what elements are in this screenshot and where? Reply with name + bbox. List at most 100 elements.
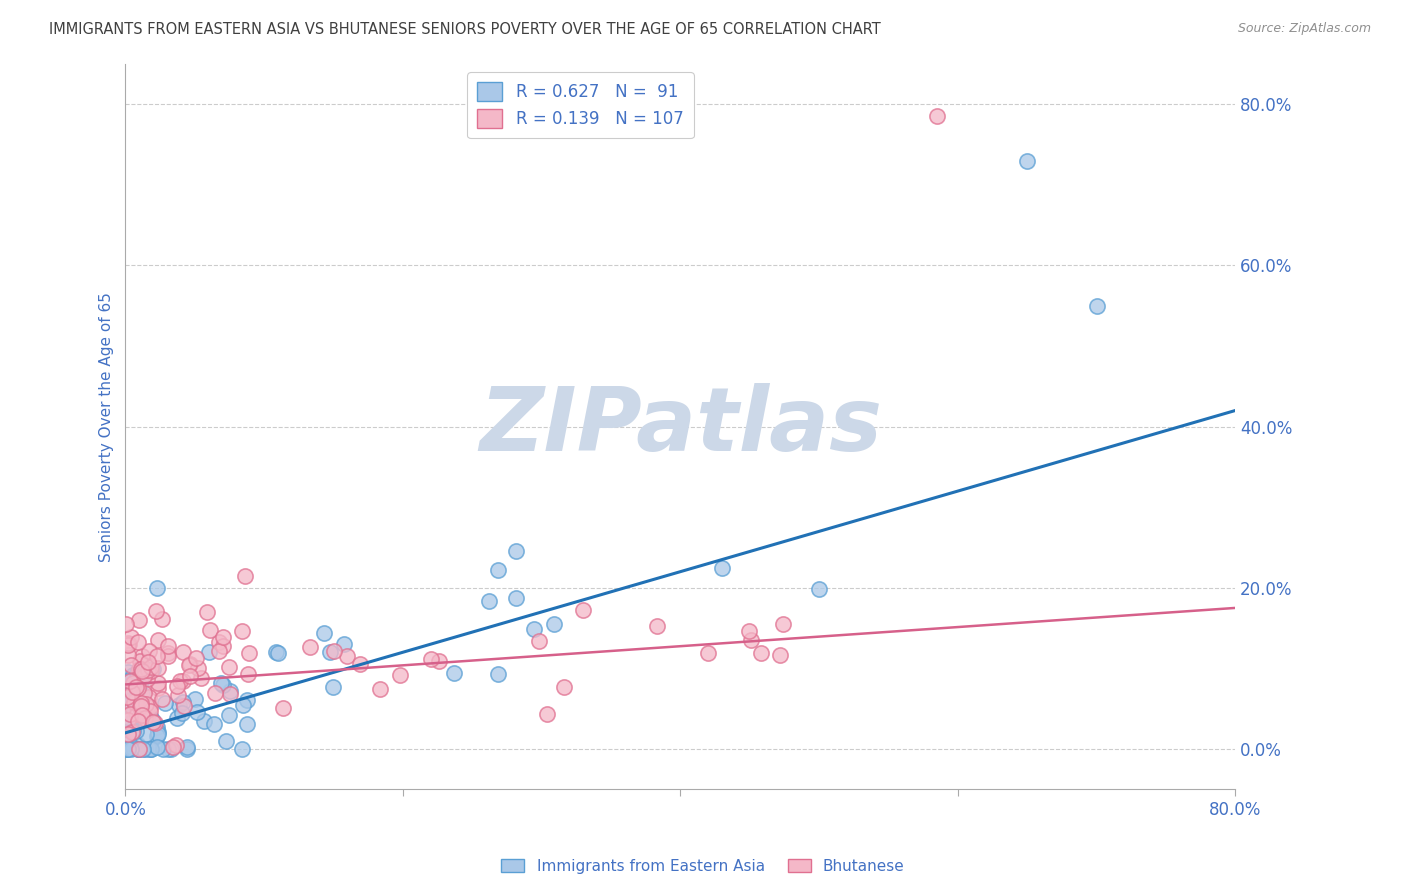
Point (165, 738, 187, 752)
Point (141, 742, 163, 756)
Text: IMMIGRANTS FROM EASTERN ASIA VS BHUTANESE SENIORS POVERTY OVER THE AGE OF 65 COR: IMMIGRANTS FROM EASTERN ASIA VS BHUTANES… (49, 22, 882, 37)
Point (120, 741, 142, 756)
Point (529, 633, 551, 648)
Point (478, 594, 501, 608)
Point (125, 680, 148, 694)
Point (121, 724, 143, 739)
Point (120, 685, 142, 699)
Point (122, 681, 145, 696)
Point (117, 665, 139, 679)
Point (349, 657, 371, 671)
Point (505, 543, 527, 558)
Point (145, 649, 167, 664)
Point (139, 660, 162, 674)
Point (572, 603, 595, 617)
Point (121, 723, 143, 737)
Point (808, 582, 831, 597)
Point (197, 645, 219, 659)
Point (336, 648, 359, 663)
Point (388, 668, 411, 682)
Point (152, 742, 174, 756)
Point (209, 675, 232, 690)
Point (120, 742, 142, 756)
Point (120, 707, 142, 722)
Point (134, 710, 156, 724)
Point (127, 702, 149, 716)
Point (1017, 153, 1039, 168)
Point (121, 699, 143, 714)
Point (543, 617, 565, 632)
Point (132, 686, 155, 700)
Point (645, 619, 668, 633)
Point (115, 742, 138, 756)
Point (235, 717, 257, 731)
Point (186, 661, 208, 675)
Point (505, 591, 527, 605)
Point (172, 645, 194, 659)
Point (127, 634, 149, 648)
Point (145, 729, 167, 743)
Point (236, 667, 259, 681)
Y-axis label: Seniors Poverty Over the Age of 65: Seniors Poverty Over the Age of 65 (100, 292, 114, 562)
Point (319, 645, 342, 659)
Point (122, 676, 145, 690)
Point (127, 742, 149, 756)
Point (131, 649, 153, 664)
Point (129, 699, 152, 714)
Point (122, 695, 145, 709)
Point (145, 604, 167, 618)
Point (125, 723, 148, 738)
Point (419, 652, 441, 666)
Point (142, 662, 165, 676)
Point (156, 640, 179, 654)
Point (271, 700, 294, 714)
Point (129, 665, 152, 680)
Point (208, 644, 231, 658)
Point (125, 665, 148, 680)
Point (208, 634, 231, 648)
Point (139, 704, 162, 718)
Point (143, 716, 166, 731)
Point (148, 676, 170, 690)
Point (117, 726, 139, 740)
Point (121, 741, 143, 756)
Point (238, 646, 260, 660)
Point (266, 647, 288, 661)
Point (146, 581, 169, 595)
Point (157, 646, 180, 660)
Point (117, 638, 139, 652)
Point (184, 692, 207, 706)
Point (173, 699, 195, 714)
Point (179, 669, 201, 683)
Point (167, 698, 190, 712)
Point (488, 563, 510, 577)
Point (125, 691, 148, 706)
Text: ZIPatlas: ZIPatlas (479, 384, 882, 470)
Point (120, 630, 142, 644)
Point (128, 613, 150, 627)
Point (127, 692, 149, 706)
Point (1085, 299, 1108, 313)
Point (236, 693, 259, 707)
Point (696, 646, 718, 660)
Point (136, 699, 159, 714)
Point (138, 644, 160, 658)
Point (146, 661, 169, 675)
Point (176, 740, 198, 755)
Point (749, 646, 772, 660)
Point (772, 616, 794, 631)
Point (186, 705, 208, 719)
Point (443, 665, 465, 680)
Point (117, 636, 139, 650)
Point (115, 698, 138, 713)
Point (127, 681, 149, 696)
Point (314, 626, 336, 640)
Point (179, 657, 201, 671)
Point (322, 680, 344, 694)
Point (146, 720, 169, 734)
Point (139, 742, 162, 756)
Point (212, 640, 235, 654)
Point (115, 690, 138, 704)
Point (121, 687, 143, 701)
Point (148, 632, 170, 647)
